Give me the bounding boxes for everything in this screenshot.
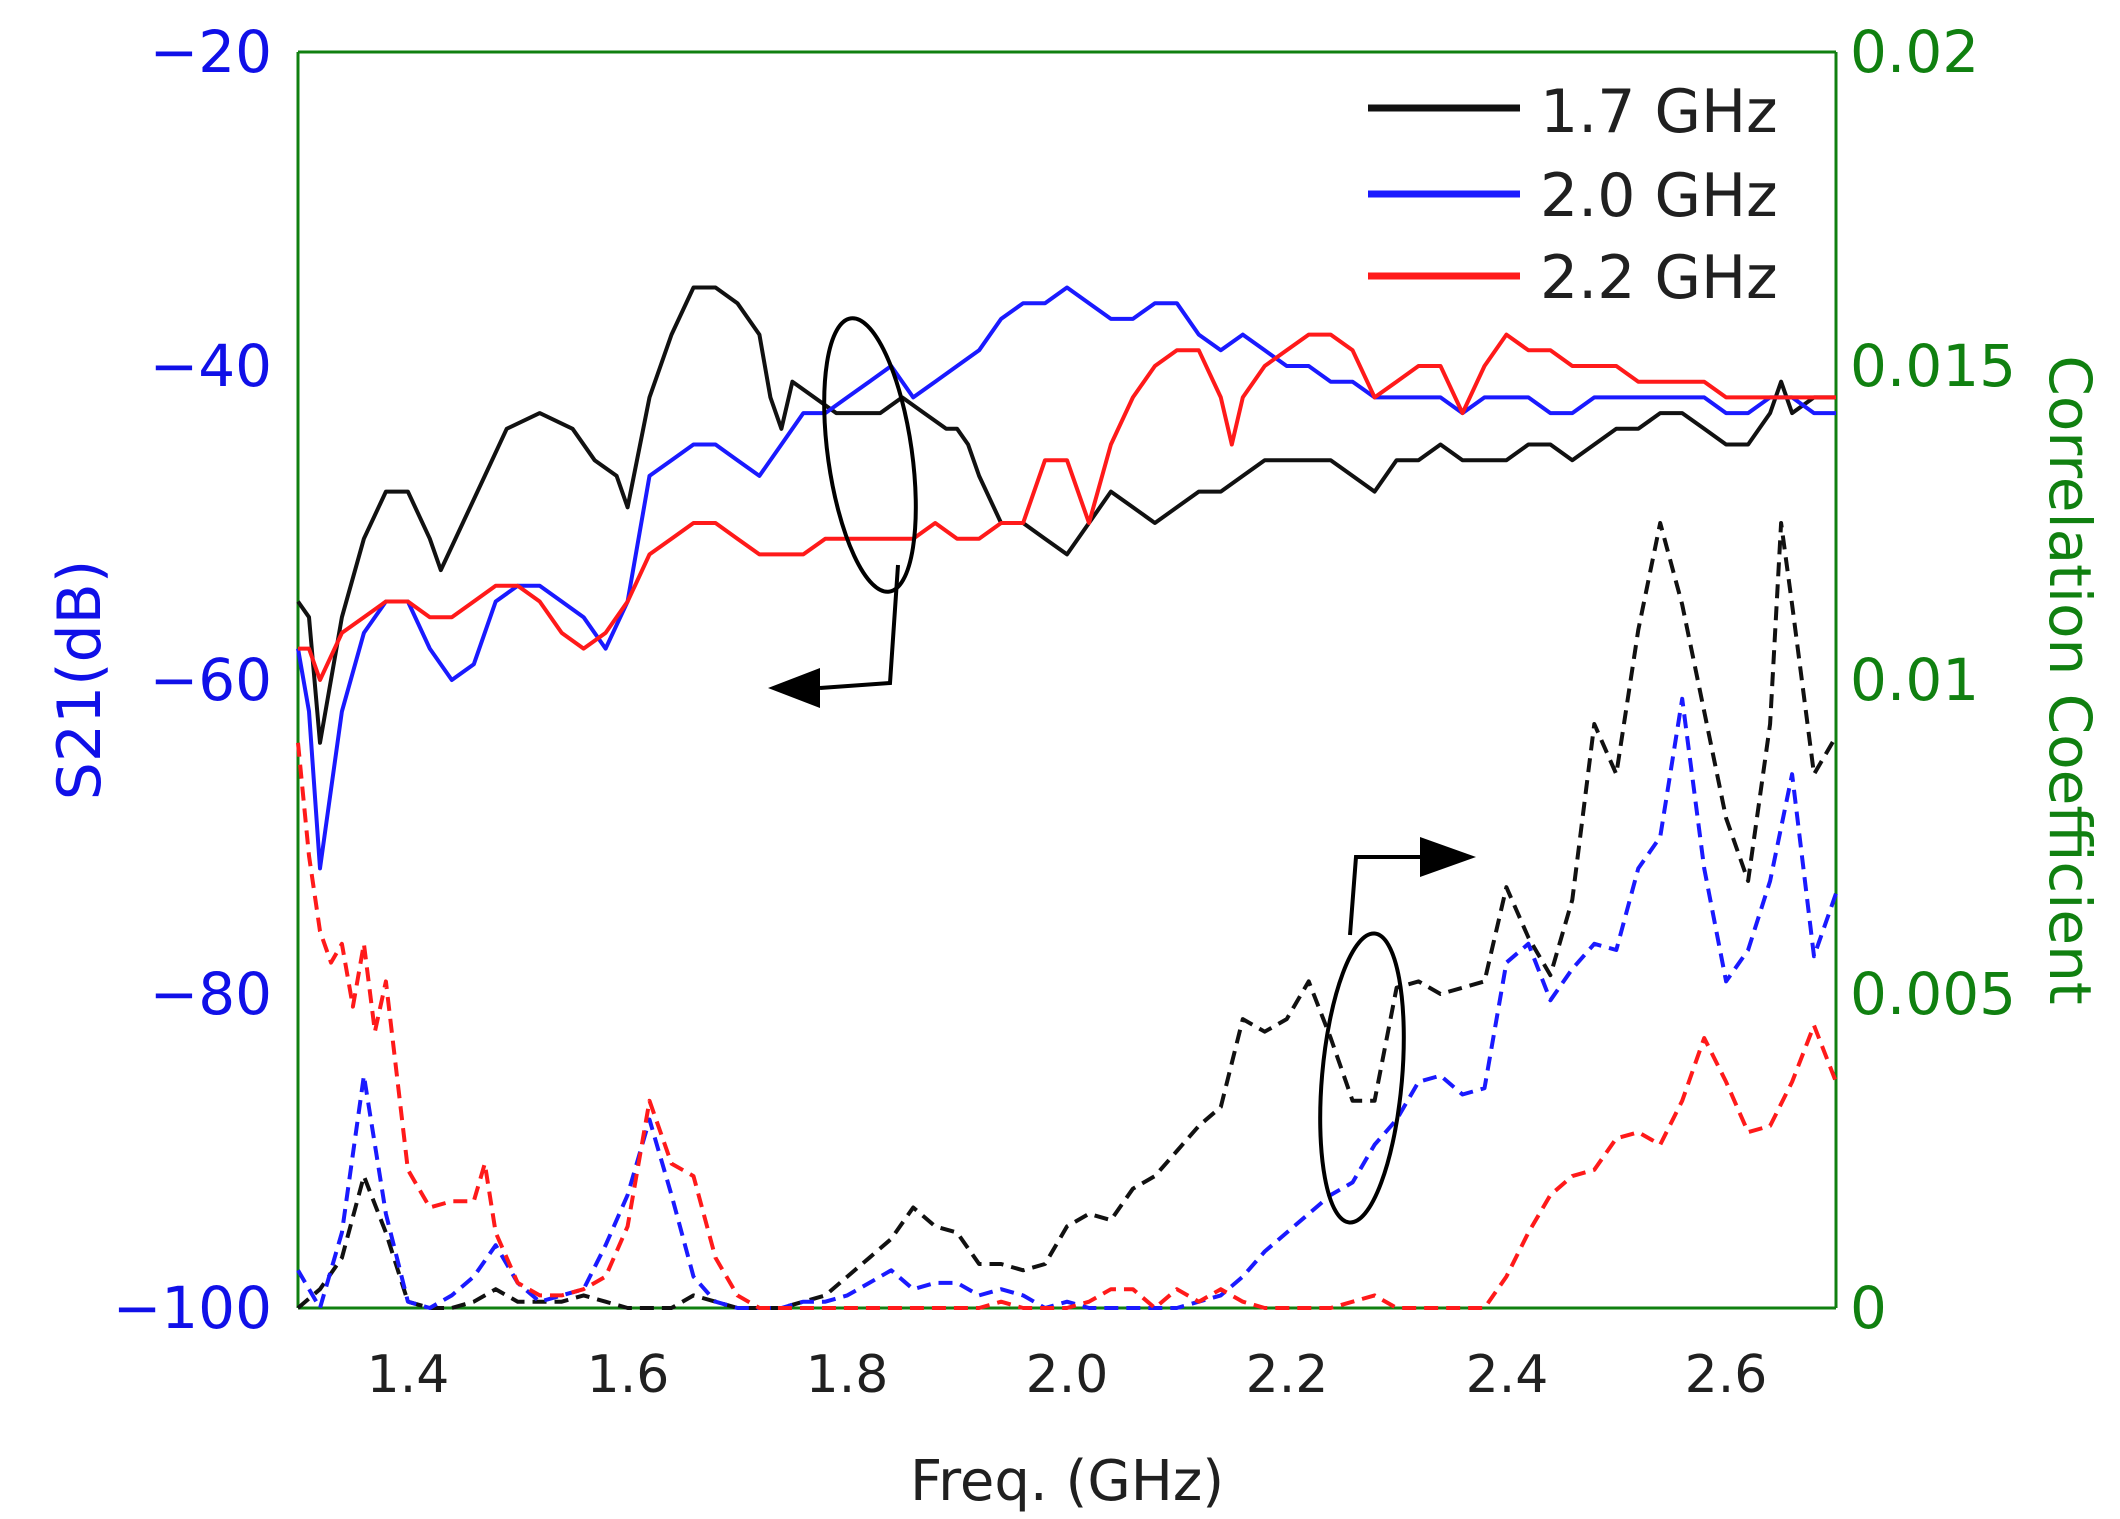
legend-label-2-2: 2.2 GHz bbox=[1540, 243, 1778, 313]
arrow-right-icon bbox=[1420, 837, 1476, 877]
y-right-tick-label: 0 bbox=[1850, 1274, 1887, 1342]
y-left-tick-label: −60 bbox=[150, 646, 272, 714]
annotation-ellipse-corr bbox=[1318, 931, 1406, 1225]
annotation-ellipse-s21 bbox=[822, 316, 918, 594]
series-line-2-0-ghz-correlation bbox=[296, 696, 1838, 1310]
y-right-tick-label: 0.01 bbox=[1850, 646, 1979, 714]
annotation-connector-corr bbox=[1348, 855, 1420, 936]
x-axis-label: Freq. (GHz) bbox=[910, 1449, 1224, 1514]
x-tick-label: 2.6 bbox=[1685, 1345, 1768, 1405]
y-right-tick-label: 0.02 bbox=[1850, 18, 1979, 86]
x-tick-label: 2.2 bbox=[1246, 1345, 1329, 1405]
x-tick-label: 2.4 bbox=[1466, 1345, 1549, 1405]
legend-label-2-0: 2.0 GHz bbox=[1540, 161, 1778, 231]
y-left-tick-label: −20 bbox=[150, 18, 272, 86]
y-axis-label-left: S21(dB) bbox=[45, 560, 115, 801]
annotation-right-axis-arrow bbox=[1318, 837, 1476, 1225]
y-left-tick-label: −80 bbox=[150, 960, 272, 1028]
series-line-1-7-ghz-correlation bbox=[296, 521, 1838, 1310]
y-right-tick-label: 0.015 bbox=[1850, 332, 2016, 400]
x-tick-label: 1.4 bbox=[367, 1345, 450, 1405]
x-tick-label: 1.8 bbox=[806, 1345, 889, 1405]
x-tick-label: 2.0 bbox=[1026, 1345, 1109, 1405]
series-line-1-7-ghz-s21 bbox=[296, 285, 1836, 745]
arrow-left-icon bbox=[768, 668, 820, 708]
series-line-2-0-ghz-s21 bbox=[296, 285, 1836, 871]
x-tick-label: 1.6 bbox=[587, 1345, 670, 1405]
y-right-tick-label: 0.005 bbox=[1850, 960, 2016, 1028]
series-line-2-2-ghz-correlation bbox=[296, 742, 1838, 1310]
legend-label-1-7: 1.7 GHz bbox=[1540, 77, 1778, 147]
y-left-tick-label: −40 bbox=[150, 332, 272, 400]
annotation-connector-s21 bbox=[819, 564, 900, 690]
y-axis-label-right: Correlation Coefficient bbox=[2036, 355, 2104, 1004]
annotation-left-axis-arrow bbox=[768, 316, 918, 708]
y-left-tick-label: −100 bbox=[113, 1274, 272, 1342]
series-line-2-2-ghz-s21 bbox=[298, 332, 1836, 682]
legend: 1.7 GHz 2.0 GHz 2.2 GHz bbox=[1368, 77, 1778, 313]
series-layer bbox=[296, 285, 1838, 1310]
